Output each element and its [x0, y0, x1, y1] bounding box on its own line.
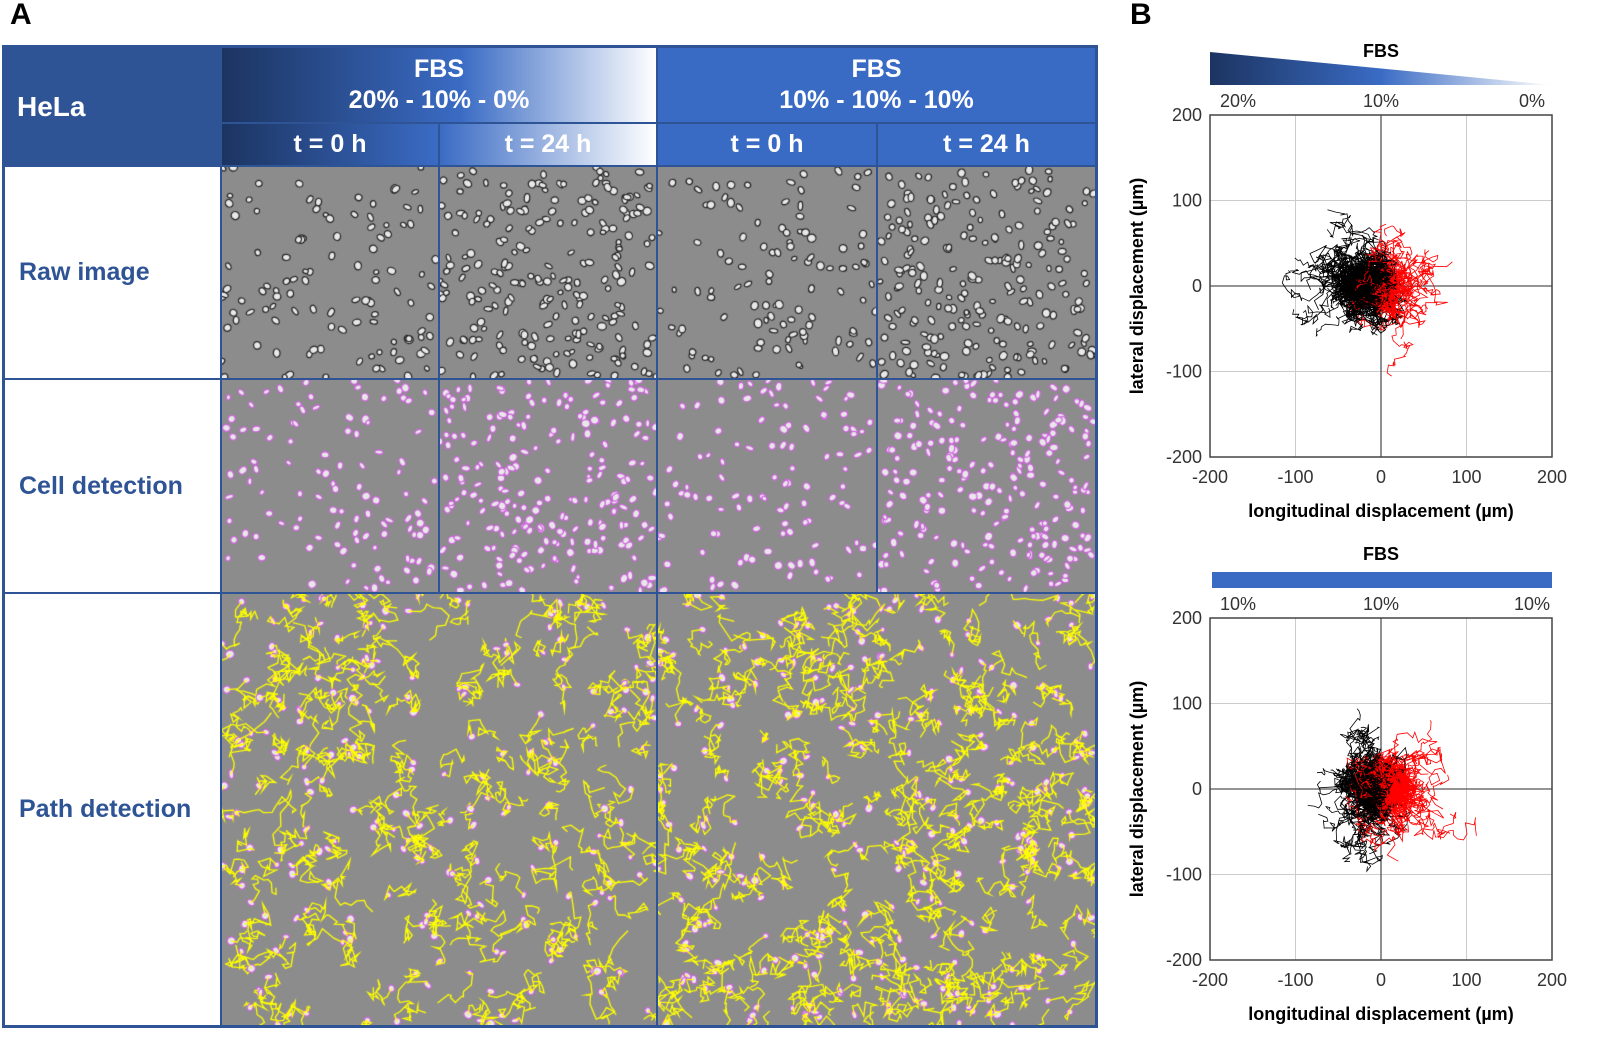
gradient-label: 0%: [1519, 91, 1545, 111]
panel-b-label: B: [1130, 0, 1152, 31]
row-label-path: Path detection: [5, 594, 220, 1025]
trajectories: [1281, 209, 1453, 377]
y-tick-label: 0: [1192, 276, 1202, 296]
trajectory-path: [1375, 776, 1391, 793]
y-tick-label: 200: [1172, 105, 1202, 125]
y-tick-label: 0: [1192, 779, 1202, 799]
y-tick-label: -100: [1166, 362, 1202, 382]
condition-header-constant: FBS 10% - 10% - 10%: [658, 48, 1095, 122]
y-tick-label: 100: [1172, 694, 1202, 714]
trajectory-path: [1380, 285, 1414, 377]
cell-line-header: HeLa: [5, 48, 220, 165]
path-detection-image-constant: [658, 594, 1095, 1025]
panel-a-label: A: [10, 0, 32, 31]
trajectory-path: [1346, 756, 1385, 803]
cell-detection-image: [440, 380, 656, 592]
x-axis-label: longitudinal displacement (µm): [1248, 1004, 1513, 1024]
x-tick-label: 200: [1537, 467, 1567, 487]
condition-subtitle: 20% - 10% - 0%: [348, 86, 530, 114]
path-detection-image-gradient: [222, 594, 656, 1025]
x-tick-label: -200: [1192, 467, 1228, 487]
x-axis-label: longitudinal displacement (µm): [1248, 501, 1513, 521]
trajectory-path: [1379, 283, 1426, 340]
cell-detection-image: [222, 380, 438, 592]
y-axis-label: lateral displacement (µm): [1127, 178, 1147, 394]
y-tick-label: 200: [1172, 608, 1202, 628]
gradient-label: 10%: [1363, 594, 1399, 614]
trajectory-path: [1367, 779, 1394, 809]
trajectory-path: [1354, 236, 1403, 292]
row-label-raw: Raw image: [5, 167, 220, 378]
condition-subtitle: 10% - 10% - 10%: [779, 86, 974, 114]
raw-image: [658, 167, 876, 378]
condition-title: FBS: [851, 55, 902, 83]
condition-title: FBS: [414, 55, 464, 83]
gradient-label: 10%: [1363, 91, 1399, 111]
trajectory-path: [1340, 273, 1382, 305]
plot-frame: [1209, 114, 1553, 458]
time-header: t = 0 h: [222, 124, 438, 165]
trajectory-path: [1360, 758, 1407, 803]
trajectory-path: [1374, 281, 1390, 300]
y-tick-label: -200: [1166, 950, 1202, 970]
x-tick-label: -100: [1277, 970, 1313, 990]
y-tick-label: -200: [1166, 447, 1202, 467]
trajectory-path: [1375, 783, 1425, 821]
trajectories: [1307, 708, 1477, 873]
y-tick-label: 100: [1172, 191, 1202, 211]
fbs-constant-bar: [1212, 572, 1552, 588]
raw-image: [440, 167, 656, 378]
trajectory-path: [1340, 276, 1382, 289]
trajectory-path: [1368, 775, 1382, 790]
gradient-label: 10%: [1514, 594, 1550, 614]
cell-detection-image: [878, 380, 1095, 592]
plot-frame: [1209, 617, 1553, 961]
gradient-label: 20%: [1220, 91, 1256, 111]
trajectory-path: [1348, 282, 1382, 333]
trajectory-path: [1353, 261, 1384, 287]
gradient-title: FBS: [1363, 41, 1399, 61]
trajectory-path: [1326, 214, 1382, 287]
x-tick-label: 100: [1451, 467, 1481, 487]
gradient-label: 10%: [1220, 594, 1256, 614]
trajectory-path: [1339, 708, 1384, 790]
y-tick-label: -100: [1166, 865, 1202, 885]
trajectory-path: [1331, 264, 1382, 293]
x-tick-label: -100: [1277, 467, 1313, 487]
row-label-detection: Cell detection: [5, 380, 220, 592]
x-tick-label: -200: [1192, 970, 1228, 990]
x-tick-label: 0: [1376, 467, 1386, 487]
x-tick-label: 0: [1376, 970, 1386, 990]
trajectory-path: [1345, 779, 1399, 862]
raw-image: [878, 167, 1095, 378]
trajectory-path: [1371, 782, 1386, 797]
cell-detection-image: [658, 380, 876, 592]
image-table: HeLa FBS 20% - 10% - 0% FBS 10% - 10% - …: [2, 45, 1098, 1028]
trajectory-path: [1367, 255, 1402, 293]
fbs-gradient-triangle: [1210, 52, 1552, 85]
time-header: t = 24 h: [878, 124, 1095, 165]
y-axis-label: lateral displacement (µm): [1127, 681, 1147, 897]
x-tick-label: 200: [1537, 970, 1567, 990]
gradient-title: FBS: [1363, 544, 1399, 564]
trajectory-path: [1361, 784, 1392, 817]
trajectory-path: [1361, 277, 1396, 298]
time-header: t = 24 h: [440, 124, 656, 165]
displacement-plots: FBS 20% 10% 0% -200 -100 0 100 200 -200 -100 0 100 20…: [1127, 41, 1567, 1024]
x-tick-label: 100: [1451, 970, 1481, 990]
time-header: t = 0 h: [658, 124, 876, 165]
raw-image: [222, 167, 438, 378]
condition-header-gradient: FBS 20% - 10% - 0%: [222, 48, 656, 122]
